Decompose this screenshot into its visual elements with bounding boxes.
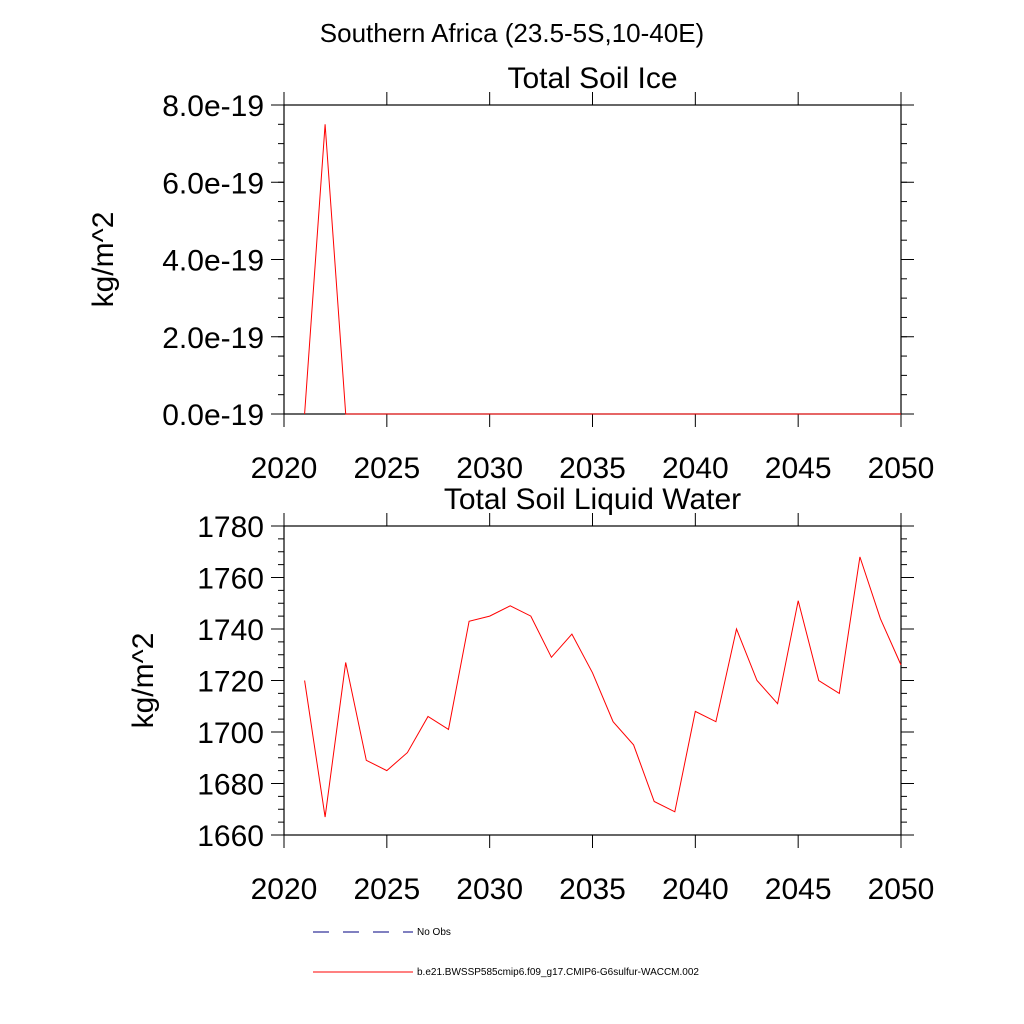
legend: No Obs b.e21.BWSSP585cmip6.f09_g17.CMIP6-… <box>313 927 699 978</box>
plot-title: Total Soil Ice <box>507 62 677 95</box>
x-tick-label: 2040 <box>662 873 729 906</box>
y-tick-label: 1700 <box>197 717 264 750</box>
y-tick-label: 1660 <box>197 820 264 853</box>
x-tick-label: 2025 <box>353 452 420 485</box>
x-tick-label: 2030 <box>456 873 523 906</box>
y-tick-label: 6.0e-19 <box>162 167 264 200</box>
x-tick-label: 2045 <box>765 873 832 906</box>
y-tick-label: 1760 <box>197 563 264 596</box>
x-tick-label: 2045 <box>765 452 832 485</box>
y-tick-label: 1780 <box>197 511 264 544</box>
x-tick-label: 2050 <box>868 452 935 485</box>
y-tick-label: 0.0e-19 <box>162 399 264 432</box>
x-tick-label: 2025 <box>353 873 420 906</box>
plot-frame <box>283 104 902 415</box>
plot-frame <box>283 525 902 836</box>
plot-title: Total Soil Liquid Water <box>444 483 741 516</box>
chart-panel-1: Total Soil Ice 2020 2025 2030 2035 2040 2045 20… <box>87 62 934 485</box>
series-line <box>304 124 901 415</box>
legend-label-2: b.e21.BWSSP585cmip6.f09_g17.CMIP6-G6sulf… <box>417 967 699 978</box>
y-axis-label: kg/m^2 <box>127 633 160 729</box>
y-tick-label: 8.0e-19 <box>162 90 264 123</box>
y-tick-label: 2.0e-19 <box>162 322 264 355</box>
chart-panels: Total Soil Ice 2020 2025 2030 2035 2040 2045 20… <box>87 62 934 906</box>
x-tick-label: 2035 <box>559 873 626 906</box>
chart-panel-2: Total Soil Liquid Water 2020 2025 2030 2035 2… <box>127 483 934 906</box>
x-tick-label: 2035 <box>559 452 626 485</box>
y-tick-label: 1720 <box>197 666 264 699</box>
y-tick-label: 1740 <box>197 614 264 647</box>
y-tick-label: 4.0e-19 <box>162 245 264 278</box>
x-tick-label: 2040 <box>662 452 729 485</box>
y-axis-label: kg/m^2 <box>87 212 120 308</box>
x-tick-label: 2030 <box>456 452 523 485</box>
legend-label-1: No Obs <box>417 927 451 938</box>
x-tick-label: 2020 <box>251 873 318 906</box>
series-line <box>304 556 902 818</box>
y-tick-label: 1680 <box>197 769 264 802</box>
x-tick-label: 2020 <box>251 452 318 485</box>
x-tick-label: 2050 <box>868 873 935 906</box>
figure-title: Southern Africa (23.5-5S,10-40E) <box>320 18 704 48</box>
